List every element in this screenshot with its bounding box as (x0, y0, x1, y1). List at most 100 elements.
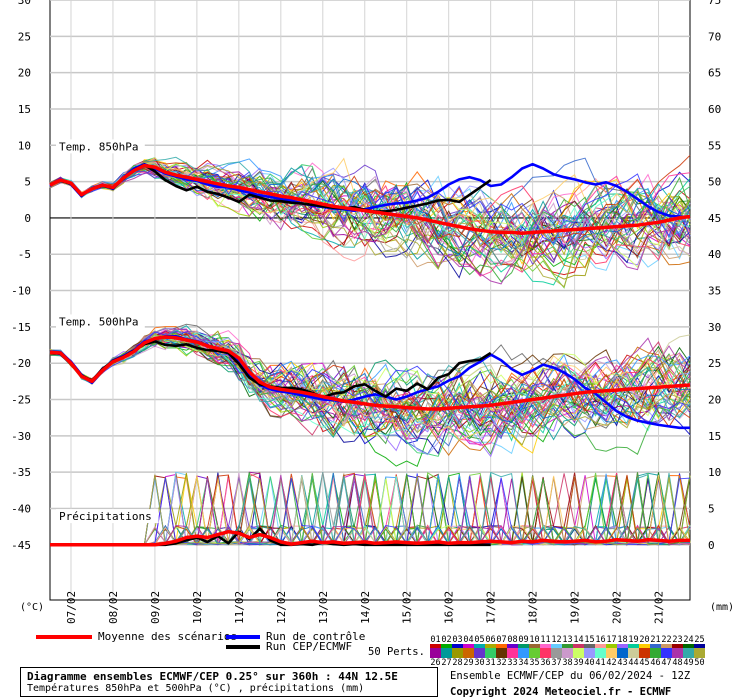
legend-oper: Run CEP/ECMWF (226, 640, 352, 653)
perturbation-swatch (650, 648, 661, 658)
perturbation-swatch (551, 648, 562, 658)
perturbation-id: 24 (683, 635, 694, 645)
right-tick-label: 55 (708, 139, 721, 152)
perturbation-id: 36 (540, 658, 551, 668)
x-tick-label: 13/02 (317, 591, 330, 624)
right-tick-label: 65 (708, 67, 721, 80)
right-tick-label: 25 (708, 357, 721, 370)
x-tick-label: 20/02 (611, 591, 624, 624)
series-t850-moyennedesscnarios (49, 163, 691, 235)
left-tick-label: -40 (11, 502, 31, 515)
right-tick-label: 70 (708, 30, 721, 43)
panel-label-bg (56, 509, 159, 524)
perturbation-id: 17 (606, 635, 617, 645)
left-tick-label: -15 (11, 321, 31, 334)
perturbation-id: 38 (562, 658, 573, 668)
perturbation-swatch (485, 648, 496, 658)
right-tick-label: 10 (708, 466, 721, 479)
perturbation-swatch (441, 648, 452, 658)
x-tick-label: 16/02 (443, 591, 456, 624)
perturbation-id: 47 (661, 658, 672, 668)
legend-control-label: Run de contrôle (266, 630, 366, 643)
legend-perts: 50 Perts. (368, 646, 425, 658)
perturbation-id: 46 (650, 658, 661, 668)
perturbation-id: 02 (441, 635, 452, 645)
perturbation-swatch (683, 648, 694, 658)
perturbation-id: 15 (584, 635, 595, 645)
perturbation-id: 43 (617, 658, 628, 668)
left-tick-label: -20 (11, 357, 31, 370)
left-tick-label: 10 (18, 139, 31, 152)
perturbation-swatch (474, 648, 485, 658)
perturbation-swatch (584, 648, 595, 658)
x-tick-label: 15/02 (401, 591, 414, 624)
perturbation-id: 14 (573, 635, 584, 645)
perturbation-id: 18 (617, 635, 628, 645)
left-unit: (°C) (20, 602, 44, 613)
perturbation-swatch (430, 648, 441, 658)
perturbation-id: 31 (485, 658, 496, 668)
panel-label: Précipitations (59, 510, 152, 523)
perturbation-id: 22 (661, 635, 672, 645)
right-tick-label: 60 (708, 103, 721, 116)
left-tick-label: -25 (11, 394, 31, 407)
perturbation-id: 29 (463, 658, 474, 668)
right-tick-label: 40 (708, 248, 721, 261)
perturbation-id: 42 (606, 658, 617, 668)
panel-label-bg (56, 314, 145, 329)
right-tick-label: 75 (708, 0, 721, 7)
perturbation-id: 49 (683, 658, 694, 668)
x-tick-label: 11/02 (233, 591, 246, 624)
perturbation-swatch (452, 648, 463, 658)
series-precip-moyennedesscnarios (50, 529, 690, 547)
perturbation-id: 01 (430, 635, 441, 645)
perturbation-id: 25 (694, 635, 705, 645)
perturbation-swatch (628, 648, 639, 658)
perturbation-swatch (573, 648, 584, 658)
perturbation-id: 09 (518, 635, 529, 645)
perturbation-id: 50 (694, 658, 705, 668)
series-t500-moyennedesscnarios (49, 335, 691, 411)
perturbation-swatch (672, 648, 683, 658)
panel-label: Temp. 850hPa (59, 140, 138, 153)
perturbation-legend-grid: 01 02 03 04 05 06 07 08 09 10 11 12 13 14 15 16 17 18 19 20… (430, 635, 705, 668)
left-tick-label: 0 (24, 212, 31, 225)
x-tick-label: 18/02 (527, 591, 540, 624)
right-tick-label: 35 (708, 285, 721, 298)
perturbation-swatch (496, 648, 507, 658)
perturbation-id: 45 (639, 658, 650, 668)
perturbation-id: 04 (463, 635, 474, 645)
left-tick-label: 20 (18, 67, 31, 80)
perturbation-id: 23 (672, 635, 683, 645)
legend-mean-label: Moyenne des scénarios (98, 630, 238, 643)
left-tick-label: -10 (11, 285, 31, 298)
perturbation-swatch (661, 648, 672, 658)
panel-label: Temp. 500hPa (59, 315, 138, 328)
perturbation-line-50 (49, 161, 691, 288)
x-tick-label: 09/02 (149, 591, 162, 624)
perturbation-id: 32 (496, 658, 507, 668)
perturbation-id: 03 (452, 635, 463, 645)
perturbation-id: 13 (562, 635, 573, 645)
perturbation-swatch (529, 648, 540, 658)
perturbation-line-32 (49, 167, 691, 244)
run-info: Ensemble ECMWF/CEP du 06/02/2024 - 12Z (450, 670, 691, 682)
perturbation-id: 16 (595, 635, 606, 645)
perturbation-line-32 (49, 339, 691, 435)
perturbation-line-49 (49, 156, 691, 266)
perturbation-swatch (595, 648, 606, 658)
perturbation-swatch (562, 648, 573, 658)
perturbation-line-11 (49, 160, 691, 268)
perturbation-id: 48 (672, 658, 683, 668)
legend-oper-label: Run CEP/ECMWF (266, 640, 353, 653)
legend-mean: Moyenne des scénarios (36, 630, 237, 643)
perturbation-id: 26 (430, 658, 441, 668)
perturbation-swatch (507, 648, 518, 658)
oper-swatch (226, 645, 260, 649)
x-tick-label: 12/02 (275, 591, 288, 624)
perturbation-swatch (617, 648, 628, 658)
right-tick-label: 20 (708, 394, 721, 407)
right-tick-label: 30 (708, 321, 721, 334)
chart-title: Diagramme ensembles ECMWF/CEP 0.25° sur … (27, 670, 398, 683)
